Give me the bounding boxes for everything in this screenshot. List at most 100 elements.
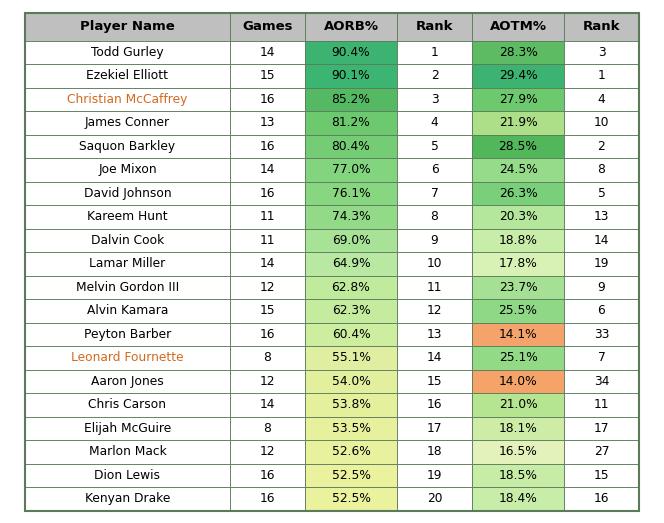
- Text: 15: 15: [427, 375, 442, 388]
- Bar: [564, 252, 639, 276]
- Bar: [25, 487, 230, 510]
- Text: AORB%: AORB%: [323, 20, 378, 33]
- Text: Alvin Kamara: Alvin Kamara: [87, 304, 168, 317]
- Bar: [397, 487, 472, 510]
- Bar: [25, 393, 230, 416]
- Bar: [305, 40, 397, 64]
- Bar: [230, 87, 305, 111]
- Bar: [25, 229, 230, 252]
- Bar: [397, 463, 472, 487]
- Bar: [230, 134, 305, 158]
- Bar: [230, 64, 305, 87]
- Text: 25.1%: 25.1%: [499, 351, 537, 364]
- Text: 11: 11: [260, 210, 276, 223]
- Text: Rank: Rank: [416, 20, 454, 33]
- Text: Ezekiel Elliott: Ezekiel Elliott: [86, 69, 169, 82]
- Bar: [305, 158, 397, 181]
- Text: Dalvin Cook: Dalvin Cook: [91, 234, 164, 247]
- Text: 16: 16: [427, 398, 442, 411]
- Text: 19: 19: [594, 257, 610, 270]
- Bar: [472, 87, 564, 111]
- Bar: [25, 370, 230, 393]
- Text: 26.3%: 26.3%: [499, 187, 537, 200]
- Text: 16: 16: [260, 93, 276, 106]
- Bar: [230, 393, 305, 416]
- Bar: [230, 13, 305, 40]
- Bar: [472, 393, 564, 416]
- Bar: [25, 64, 230, 87]
- Text: 21.9%: 21.9%: [499, 116, 537, 129]
- Text: 16: 16: [260, 328, 276, 341]
- Bar: [472, 252, 564, 276]
- Bar: [472, 370, 564, 393]
- Bar: [397, 440, 472, 463]
- Text: 16: 16: [260, 187, 276, 200]
- Bar: [25, 252, 230, 276]
- Bar: [305, 346, 397, 370]
- Text: 7: 7: [431, 187, 438, 200]
- Bar: [230, 416, 305, 440]
- Bar: [564, 205, 639, 229]
- Text: 20.3%: 20.3%: [499, 210, 537, 223]
- Text: 13: 13: [594, 210, 610, 223]
- Bar: [472, 346, 564, 370]
- Text: Player Name: Player Name: [80, 20, 175, 33]
- Text: 16.5%: 16.5%: [499, 445, 537, 458]
- Text: 21.0%: 21.0%: [499, 398, 537, 411]
- Bar: [25, 440, 230, 463]
- Bar: [305, 299, 397, 323]
- Text: 12: 12: [260, 375, 276, 388]
- Bar: [564, 181, 639, 205]
- Text: 14.0%: 14.0%: [499, 375, 537, 388]
- Bar: [230, 158, 305, 181]
- Bar: [25, 40, 230, 64]
- Text: 3: 3: [598, 46, 606, 59]
- Text: 18.5%: 18.5%: [499, 469, 537, 482]
- Bar: [564, 440, 639, 463]
- Bar: [472, 111, 564, 134]
- Text: 20: 20: [427, 492, 442, 505]
- Bar: [305, 64, 397, 87]
- Bar: [25, 13, 230, 40]
- Bar: [472, 158, 564, 181]
- Bar: [305, 440, 397, 463]
- Text: 62.3%: 62.3%: [332, 304, 371, 317]
- Bar: [230, 463, 305, 487]
- Text: 29.4%: 29.4%: [499, 69, 537, 82]
- Bar: [472, 416, 564, 440]
- Bar: [564, 323, 639, 346]
- Bar: [305, 252, 397, 276]
- Text: 15: 15: [594, 469, 610, 482]
- Text: 52.6%: 52.6%: [331, 445, 371, 458]
- Text: Chris Carson: Chris Carson: [88, 398, 167, 411]
- Text: Christian McCaffrey: Christian McCaffrey: [67, 93, 188, 106]
- Bar: [305, 276, 397, 299]
- Bar: [305, 229, 397, 252]
- Text: 11: 11: [427, 281, 442, 294]
- Text: 16: 16: [594, 492, 610, 505]
- Bar: [564, 158, 639, 181]
- Bar: [230, 205, 305, 229]
- Text: 5: 5: [598, 187, 606, 200]
- Text: Todd Gurley: Todd Gurley: [91, 46, 164, 59]
- Text: Dion Lewis: Dion Lewis: [94, 469, 161, 482]
- Bar: [230, 487, 305, 510]
- Bar: [305, 370, 397, 393]
- Text: 6: 6: [431, 163, 438, 176]
- Bar: [472, 276, 564, 299]
- Text: 15: 15: [260, 69, 276, 82]
- Text: David Johnson: David Johnson: [84, 187, 171, 200]
- Bar: [305, 463, 397, 487]
- Bar: [564, 13, 639, 40]
- Text: 17.8%: 17.8%: [499, 257, 537, 270]
- Bar: [230, 440, 305, 463]
- Text: 9: 9: [431, 234, 438, 247]
- Text: 8: 8: [430, 210, 438, 223]
- Bar: [564, 463, 639, 487]
- Bar: [397, 346, 472, 370]
- Bar: [472, 229, 564, 252]
- Bar: [564, 64, 639, 87]
- Text: 18.8%: 18.8%: [499, 234, 537, 247]
- Bar: [305, 111, 397, 134]
- Text: 9: 9: [598, 281, 606, 294]
